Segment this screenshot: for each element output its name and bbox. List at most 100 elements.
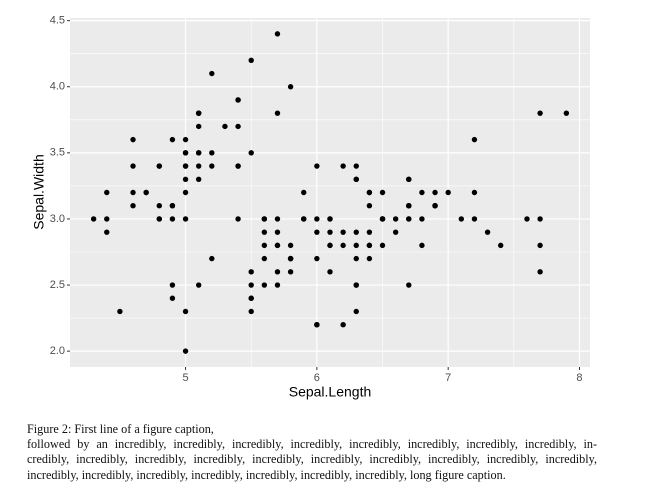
point [274, 229, 281, 235]
point [366, 255, 373, 262]
point [130, 189, 136, 196]
y-axis-title: Sepal.Width [31, 154, 47, 229]
point [156, 216, 162, 222]
point [209, 150, 215, 156]
point [498, 242, 504, 249]
point [130, 136, 136, 143]
point [353, 308, 359, 315]
point [353, 229, 359, 235]
point [195, 176, 202, 182]
point [314, 255, 320, 262]
point [327, 269, 333, 275]
y-tick-label: 4.0 [50, 81, 65, 93]
point [484, 229, 491, 235]
point [169, 295, 176, 301]
point [353, 163, 359, 169]
point [235, 97, 241, 103]
point [419, 189, 425, 196]
point [182, 136, 189, 143]
point [366, 203, 373, 209]
point [327, 229, 333, 235]
point [537, 110, 543, 116]
point [379, 242, 386, 249]
point [209, 70, 215, 77]
point [248, 150, 254, 156]
point [195, 123, 202, 130]
point [314, 321, 320, 328]
point [143, 189, 149, 196]
y-tick-label: 4.5 [50, 15, 65, 27]
y-tick-label: 2.0 [50, 345, 65, 357]
point [314, 216, 320, 222]
point [261, 216, 268, 222]
point [235, 216, 241, 222]
point [419, 242, 425, 249]
point [235, 163, 241, 169]
point [156, 203, 162, 209]
point [248, 295, 254, 301]
point [563, 110, 570, 116]
point [169, 216, 176, 222]
point [195, 163, 202, 169]
point [353, 282, 359, 288]
point [274, 110, 281, 116]
point [537, 269, 543, 275]
point [445, 189, 451, 196]
point [274, 216, 281, 222]
point [182, 150, 189, 156]
caption-line: Figure 2: First line of a figure caption… [27, 422, 214, 436]
point [537, 242, 543, 249]
point [248, 269, 254, 275]
point [248, 308, 254, 315]
point [195, 282, 202, 288]
point [287, 269, 294, 275]
point [261, 255, 268, 262]
point [379, 216, 386, 222]
point [432, 189, 438, 196]
point [287, 255, 294, 262]
caption-line: incredibly, incredibly, incredibly, incr… [27, 467, 506, 482]
point [458, 216, 465, 222]
point [340, 242, 346, 249]
point [392, 229, 399, 235]
point [130, 203, 136, 209]
point [340, 321, 346, 328]
point [301, 189, 307, 196]
point [392, 216, 399, 222]
point [406, 216, 412, 222]
point [261, 282, 268, 288]
point [366, 242, 373, 249]
point [471, 189, 478, 196]
x-tick-label: 8 [576, 372, 582, 384]
point [419, 216, 425, 222]
point [169, 282, 176, 288]
point [471, 136, 478, 143]
figure-caption: Figure 2: First line of a figure caption… [27, 422, 597, 483]
point [169, 136, 176, 143]
point [274, 282, 281, 288]
point [182, 176, 189, 182]
point [182, 308, 189, 315]
point [169, 203, 176, 209]
point [195, 150, 202, 156]
y-tick-label: 2.5 [50, 279, 65, 291]
point [182, 216, 189, 222]
point [340, 163, 346, 169]
point [379, 189, 386, 196]
point [222, 123, 228, 130]
point [287, 84, 294, 90]
point [209, 163, 215, 169]
point [104, 189, 110, 196]
point [156, 163, 162, 169]
x-tick-label: 7 [445, 372, 451, 384]
x-tick-label: 6 [314, 372, 320, 384]
point [406, 176, 412, 182]
point [248, 57, 254, 64]
point [471, 216, 478, 222]
point [353, 176, 359, 182]
point [340, 229, 346, 235]
point [182, 348, 189, 354]
point [406, 282, 412, 288]
caption-line: followed by an incredibly, incredibly, i… [27, 437, 597, 452]
